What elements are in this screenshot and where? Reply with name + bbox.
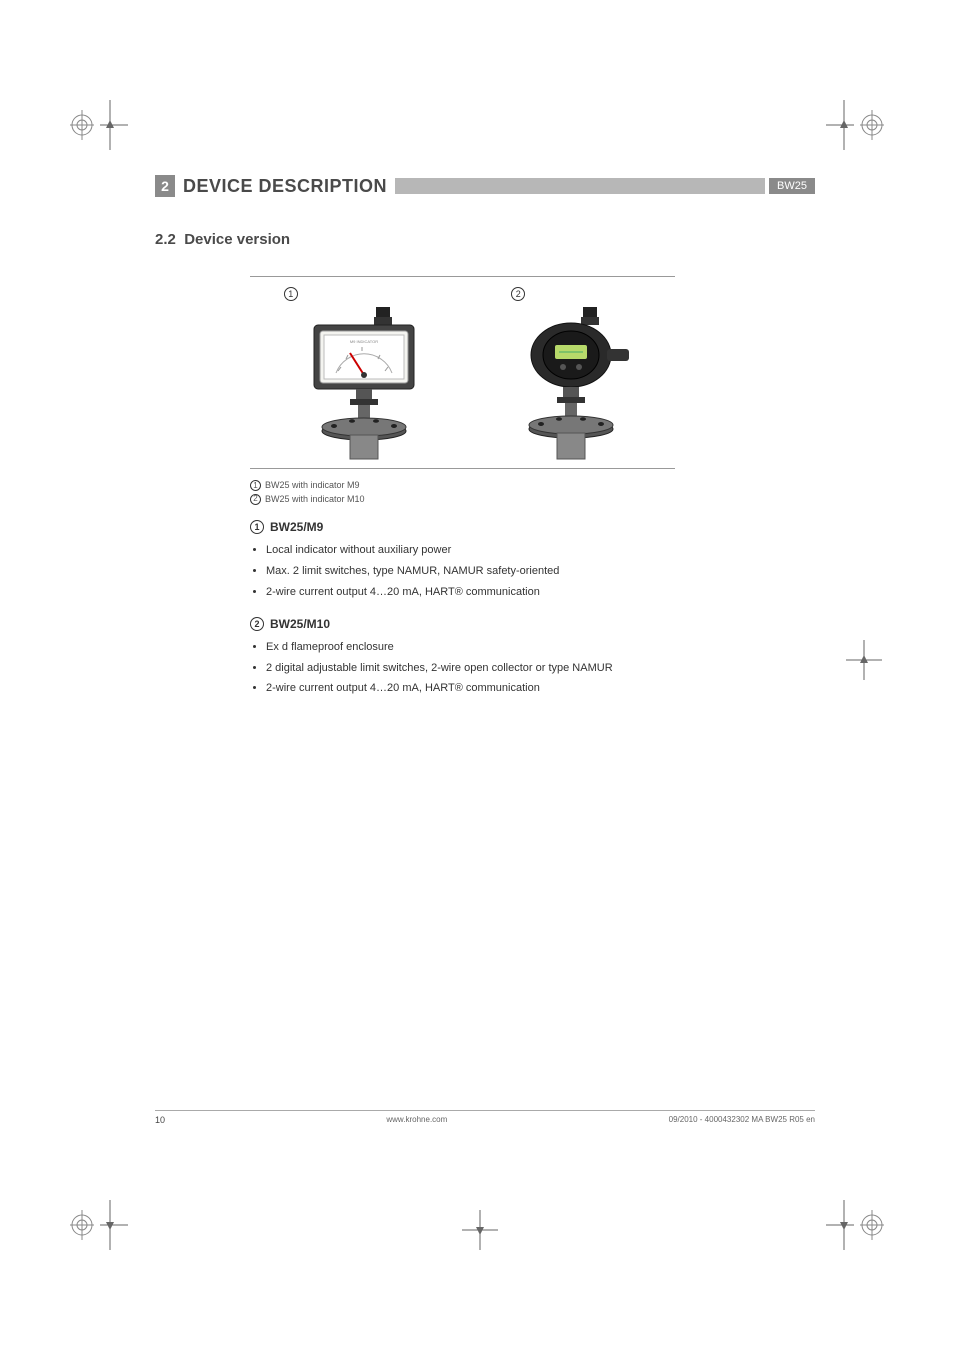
list-item: Ex d flameproof enclosure — [266, 637, 815, 658]
list-item: 2-wire current output 4…20 mA, HART® com… — [266, 582, 815, 603]
list-item: Max. 2 limit switches, type NAMUR, NAMUR… — [266, 561, 815, 582]
chapter-number: 2 — [155, 175, 175, 197]
list-item: 2 digital adjustable limit switches, 2-w… — [266, 658, 815, 679]
crop-mark-tr — [824, 100, 884, 150]
variant-2-list: Ex d flameproof enclosure 2 digital adju… — [250, 637, 815, 700]
page-number: 10 — [155, 1115, 165, 1125]
page-footer: 10 www.krohne.com 09/2010 - 4000432302 M… — [155, 1110, 815, 1125]
caption-1: BW25 with indicator M9 — [265, 479, 360, 493]
device-m9: 1 M9 INDICATOR — [284, 287, 444, 462]
device-m9-illustration: M9 INDICATOR — [284, 307, 444, 462]
crop-mark-tl — [70, 100, 130, 150]
list-item: 2-wire current output 4…20 mA, HART® com… — [266, 678, 815, 699]
device-m10: 2 — [511, 287, 641, 462]
svg-text:M9 INDICATOR: M9 INDICATOR — [350, 339, 378, 344]
footer-docref: 09/2010 - 4000432302 MA BW25 R05 en — [669, 1115, 815, 1125]
callout-2: 2 — [511, 287, 525, 301]
callout-1: 1 — [284, 287, 298, 301]
model-tag: BW25 — [769, 178, 815, 194]
section-title: 2.2 Device version — [155, 231, 815, 248]
variant-2-heading: 2 BW25/M10 — [250, 617, 815, 631]
crop-mark-mr — [844, 640, 884, 680]
caption-2: BW25 with indicator M10 — [265, 493, 365, 507]
chapter-header: 2 DEVICE DESCRIPTION BW25 — [155, 175, 815, 197]
figure-caption: 1 BW25 with indicator M9 2 BW25 with ind… — [250, 479, 815, 506]
crop-mark-bc — [460, 1210, 500, 1250]
page-content: 2 DEVICE DESCRIPTION BW25 2.2 Device ver… — [155, 175, 815, 699]
header-rule — [395, 178, 765, 194]
list-item: Local indicator without auxiliary power — [266, 540, 815, 561]
crop-mark-br — [824, 1200, 884, 1250]
device-figure: 1 M9 INDICATOR — [250, 276, 675, 469]
crop-mark-bl — [70, 1200, 130, 1250]
variant-1-heading: 1 BW25/M9 — [250, 520, 815, 534]
footer-url: www.krohne.com — [386, 1115, 447, 1125]
device-m10-illustration — [511, 307, 641, 462]
variant-1-list: Local indicator without auxiliary power … — [250, 540, 815, 603]
chapter-title: DEVICE DESCRIPTION — [175, 175, 395, 197]
